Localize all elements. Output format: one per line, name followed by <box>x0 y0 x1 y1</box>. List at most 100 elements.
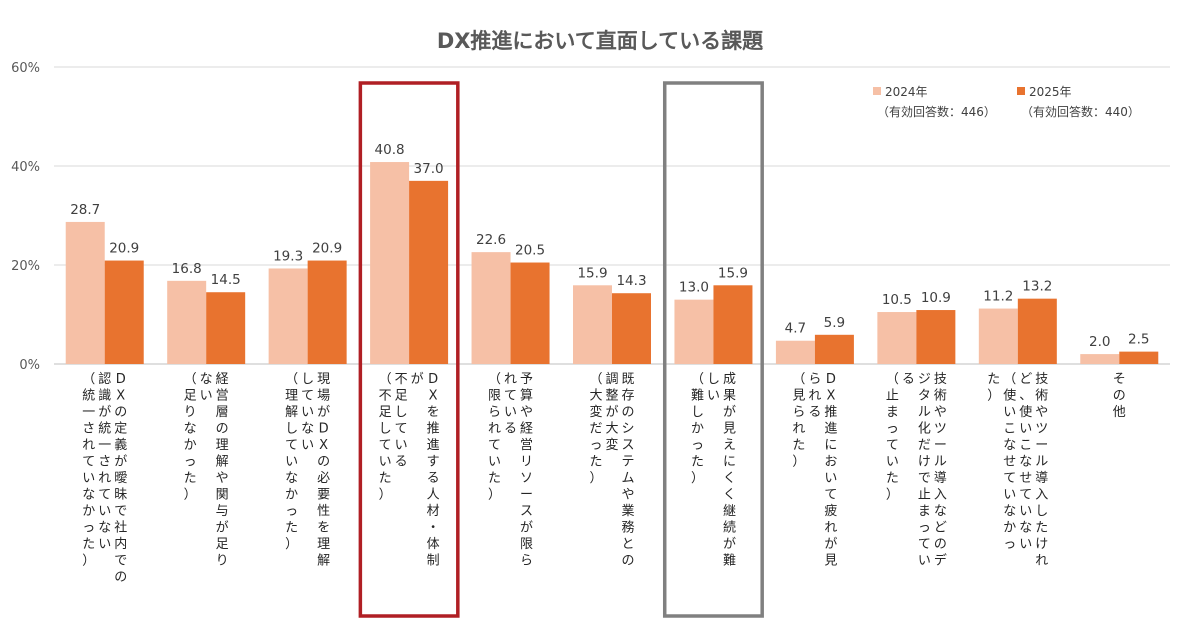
data-label: 20.9 <box>109 241 139 257</box>
bar <box>877 312 917 364</box>
bar <box>1017 298 1057 364</box>
highlight-box <box>662 81 764 618</box>
data-label: 10.5 <box>882 292 912 308</box>
bar <box>713 285 753 364</box>
category-label-column: （理解していなかった） <box>285 372 298 552</box>
category-label-column: れている <box>504 372 517 437</box>
y-tick-label: 60% <box>11 61 40 76</box>
bar <box>307 260 347 364</box>
data-label: 11.2 <box>983 289 1013 305</box>
category-label-column: 現場が D X の必要性を理解 <box>317 372 330 569</box>
category-label-column: （使いこなせていなかっ <box>1003 372 1016 552</box>
data-label: 15.9 <box>718 265 748 281</box>
category-label-column: 技術やツール導入したけれ <box>1035 372 1048 569</box>
bar <box>268 268 308 364</box>
data-label: 4.7 <box>785 321 806 337</box>
y-tick-label: 0% <box>19 358 40 373</box>
category-label-column: る <box>902 372 915 387</box>
category-label-column: 成果が見えにくく継続が難 <box>723 372 736 569</box>
category-label-column: しい <box>707 372 720 404</box>
bar <box>612 293 651 364</box>
data-label: 13.0 <box>679 280 709 296</box>
legend-series-note: （有効回答数：446） <box>877 104 996 119</box>
data-label: 2.0 <box>1089 334 1110 350</box>
category-label-column: （限られていた） <box>488 372 501 503</box>
category-label-column: 技術やツール導入などのデ <box>934 372 947 569</box>
legend-series-name: 2025年 <box>1029 85 1072 99</box>
category-label-column: 不足している <box>395 372 408 470</box>
legend: 2024年 （有効回答数：446） 2025年 （有効回答数：440） <box>873 85 1140 119</box>
data-label: 28.7 <box>70 202 100 218</box>
bar <box>510 262 550 364</box>
bar <box>775 340 815 364</box>
legend-swatch <box>873 87 881 95</box>
bars <box>65 162 1159 364</box>
bar <box>104 260 144 364</box>
data-label: 20.5 <box>515 243 545 259</box>
category-label-column: （大変だった） <box>589 372 602 486</box>
data-label: 5.9 <box>824 315 845 331</box>
bar <box>409 180 449 364</box>
data-label: 13.2 <box>1022 279 1052 295</box>
bar <box>674 299 714 364</box>
chart-title: DX推進において直面している課題 <box>437 29 764 53</box>
category-label-column: られる <box>808 372 821 420</box>
bar <box>206 292 246 364</box>
bar <box>978 308 1018 364</box>
bar <box>65 221 105 364</box>
data-label: 15.9 <box>577 265 607 281</box>
bar <box>1080 354 1120 364</box>
data-label: 37.0 <box>414 161 444 177</box>
category-label-column: が <box>411 372 424 387</box>
category-label-column: 調整が大変 <box>605 372 618 453</box>
legend-series-name: 2024年 <box>885 85 928 99</box>
data-label: 22.6 <box>476 232 506 248</box>
data-label: 19.3 <box>273 248 303 264</box>
category-label-column: （足りなかった） <box>184 372 197 503</box>
legend-swatch <box>1017 87 1025 95</box>
bar <box>167 280 207 364</box>
category-label-column: ジタル化だけで止まってい <box>918 372 931 569</box>
category-label-column: （統一されていなかった） <box>82 372 95 569</box>
data-label: 40.8 <box>375 142 405 158</box>
bar <box>814 334 854 364</box>
data-label: 14.5 <box>211 272 241 288</box>
category-label-column: た） <box>987 372 1000 404</box>
y-tick-label: 40% <box>11 160 40 175</box>
category-label-column: していない <box>301 372 314 453</box>
data-label: 14.3 <box>616 273 646 289</box>
category-label-column: （止まっていた） <box>886 372 899 503</box>
category-label: その他 <box>1113 372 1126 420</box>
category-label-column: 認識が統一されていない <box>98 371 111 552</box>
data-label: 2.5 <box>1128 332 1149 348</box>
category-label-column: 既存のシステムや業務との <box>621 372 634 569</box>
category-label-column: D X 推進において疲れが見 <box>824 372 837 569</box>
category-label-column: その他 <box>1113 372 1126 420</box>
category-label-column: （難しかった） <box>691 372 704 486</box>
bar <box>370 162 410 364</box>
data-labels: 28.7 16.8 19.3 40.8 22.6 15.9 13.0 4.7 10.5 11.2 2… <box>70 142 1149 350</box>
category-label-column: D X を推進する人材・体制 <box>427 372 440 569</box>
bar <box>573 285 612 364</box>
category-label-column: ない <box>200 372 213 404</box>
data-label: 10.9 <box>921 290 951 306</box>
highlight-box <box>358 81 460 618</box>
highlight-boxes <box>358 81 764 618</box>
category-label-column: （見られた） <box>792 372 805 470</box>
y-tick-label: 20% <box>11 259 40 274</box>
bar <box>471 252 511 364</box>
category-label-column: D X の定義が曖昧で社内での <box>114 372 127 585</box>
category-label-column: 経営層の理解や関与が足り <box>216 372 229 569</box>
category-label-column: ど、使いこなせていない <box>1019 372 1032 552</box>
y-axis: 0% 20% 40% 60% <box>11 61 40 373</box>
